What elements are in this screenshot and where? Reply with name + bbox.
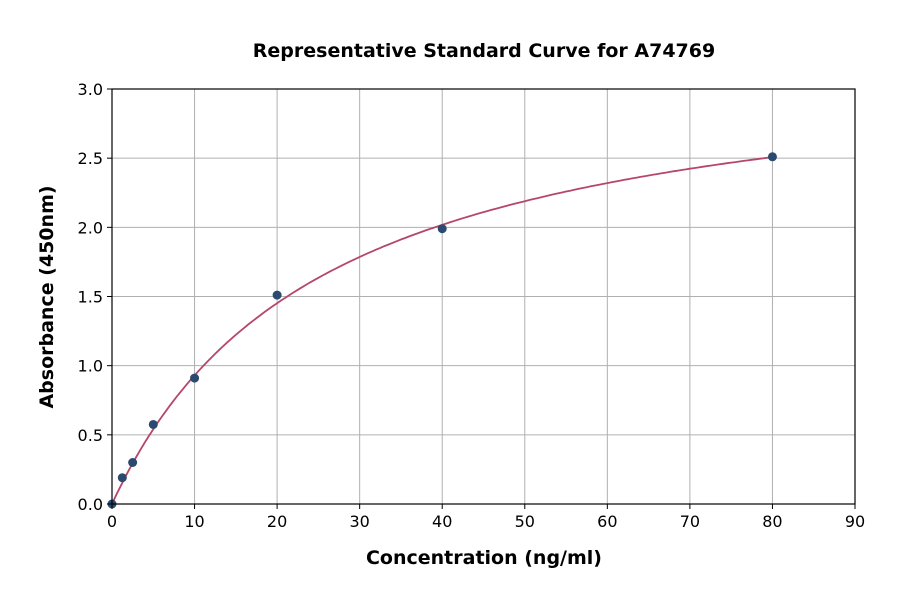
y-tick-label: 3.0 <box>78 80 103 99</box>
data-point <box>767 152 777 162</box>
data-point <box>190 373 200 383</box>
x-tick-label: 30 <box>349 512 369 531</box>
x-tick-label: 10 <box>184 512 204 531</box>
chart-title: Representative Standard Curve for A74769 <box>253 40 715 62</box>
x-tick-label: 20 <box>267 512 287 531</box>
x-tick-label: 40 <box>432 512 452 531</box>
x-tick-label: 50 <box>515 512 535 531</box>
data-point <box>117 473 127 483</box>
y-ticks: 0.0 0.5 1.0 1.5 2.0 2.5 3.0 <box>78 80 112 514</box>
data-point <box>148 419 158 429</box>
x-tick-label: 60 <box>597 512 617 531</box>
x-tick-label: 70 <box>680 512 700 531</box>
y-tick-label: 0.5 <box>78 426 103 445</box>
x-tick-label: 80 <box>762 512 782 531</box>
y-tick-label: 2.0 <box>78 218 103 237</box>
data-point <box>272 290 282 300</box>
x-axis-label: Concentration (ng/ml) <box>366 547 602 569</box>
y-tick-label: 0.0 <box>78 495 103 514</box>
x-tick-label: 0 <box>107 512 117 531</box>
y-tick-label: 1.0 <box>78 357 103 376</box>
data-point <box>437 224 447 234</box>
x-tick-label: 90 <box>845 512 865 531</box>
y-tick-label: 2.5 <box>78 149 103 168</box>
grid <box>111 88 856 505</box>
y-axis-label: Absorbance (450nm) <box>36 185 58 408</box>
data-point <box>128 458 138 467</box>
x-ticks: 0 10 20 30 40 50 60 70 80 90 <box>107 504 865 531</box>
y-tick-label: 1.5 <box>78 288 103 307</box>
